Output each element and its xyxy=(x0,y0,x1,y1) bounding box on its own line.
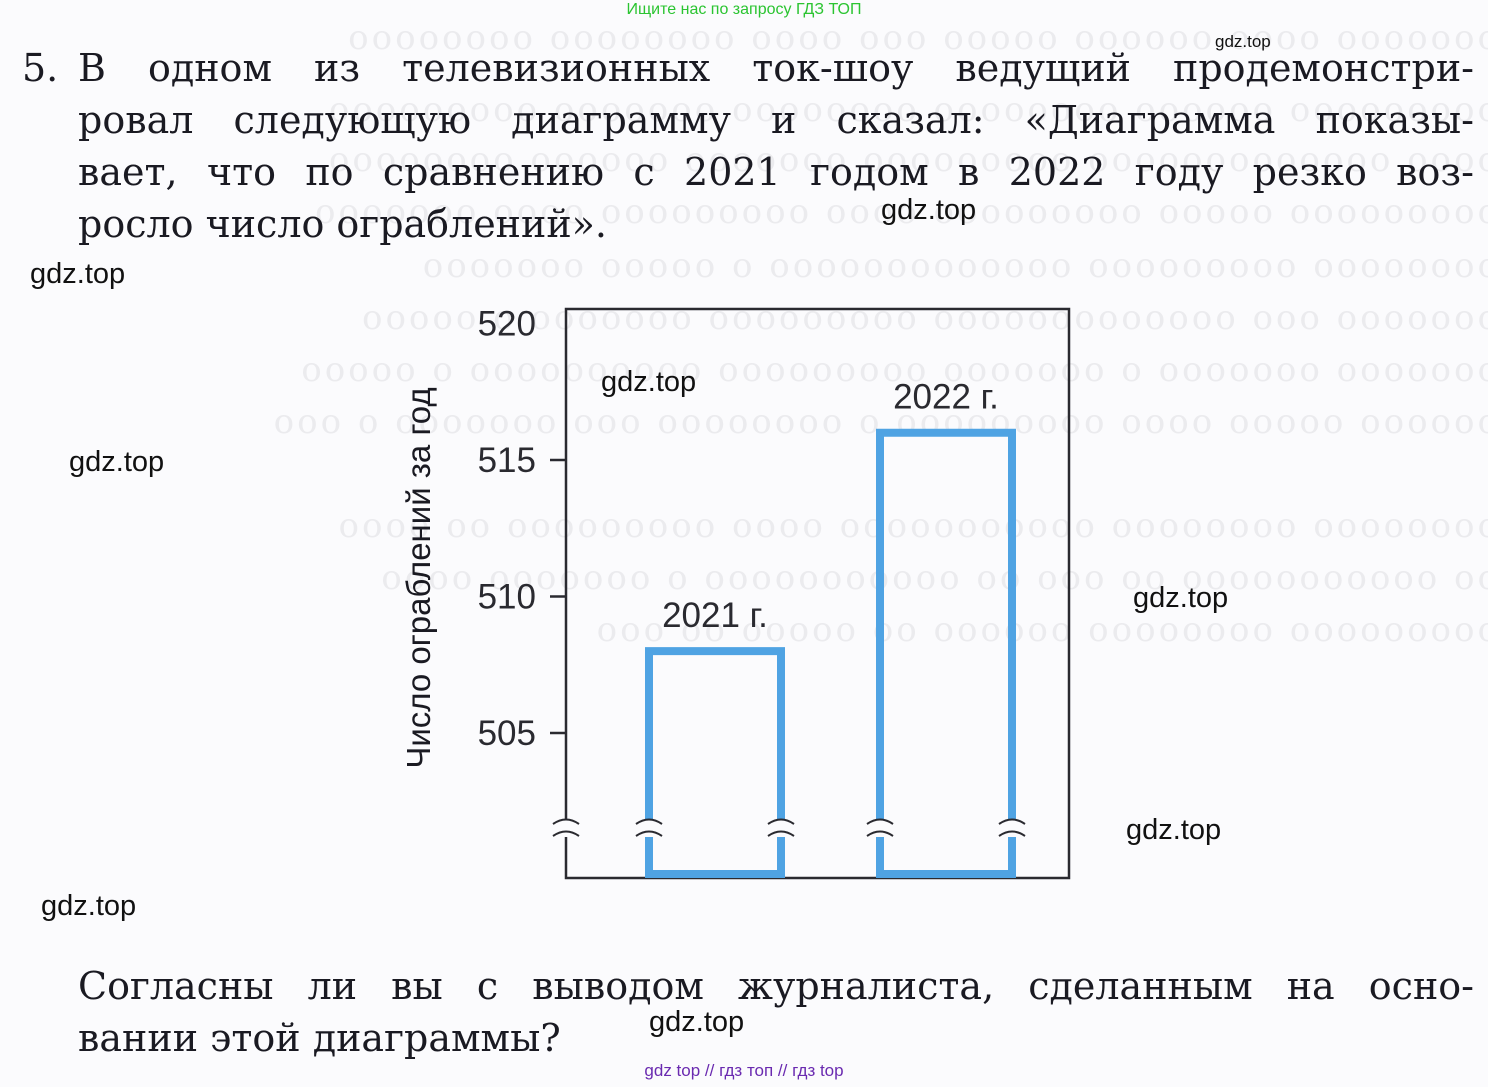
axis-break-mark xyxy=(998,830,1026,837)
y-tick-label-520: 520 xyxy=(478,305,536,344)
watermark: gdz.top xyxy=(69,446,165,478)
problem-text-line: вает, что по сравнению с 2021 годом в 20… xyxy=(78,150,1474,194)
question-text-line: вании этой диаграммы? xyxy=(78,1016,561,1060)
watermark: gdz.top xyxy=(1126,814,1222,846)
y-axis-label: Число ограблений за год xyxy=(400,387,437,769)
axis-break-mark xyxy=(635,818,663,825)
axis-break-mark xyxy=(866,818,894,825)
y-tick-label-515: 515 xyxy=(478,441,536,480)
watermark: gdz.top xyxy=(1215,32,1271,51)
question-text-line: Согласны ли вы с выводом журналиста, сде… xyxy=(78,964,1474,1008)
header-search-link[interactable]: Ищите нас по запросу ГДЗ ТОП xyxy=(626,1,862,18)
axis-break-mark xyxy=(866,830,894,837)
watermark: gdz.top xyxy=(1133,582,1229,614)
axis-break-mark xyxy=(767,830,795,837)
problem-text-line: росло число ограблений». xyxy=(78,202,607,246)
problem-number: 5. xyxy=(22,46,59,90)
watermark: gdz.top xyxy=(601,366,697,398)
axis-break-mark xyxy=(998,818,1026,825)
axis-break-mark xyxy=(552,830,580,837)
bar-1 xyxy=(876,428,1016,878)
watermark: gdz.top xyxy=(881,194,977,226)
footer-links[interactable]: gdz top // гдз топ // гдз top xyxy=(644,1061,844,1080)
axis-break-mark xyxy=(767,818,795,825)
y-tick-label-510: 510 xyxy=(478,578,536,617)
axis-break-mark xyxy=(552,818,580,825)
watermark: gdz.top xyxy=(30,258,126,290)
plot-frame xyxy=(564,307,1071,880)
axis-break-mark xyxy=(635,830,663,837)
bar-label-0: 2021 г. xyxy=(662,596,768,635)
y-tick-label-505: 505 xyxy=(478,714,536,753)
bar-label-1: 2022 г. xyxy=(893,378,999,417)
bar-0 xyxy=(645,647,785,878)
watermark: gdz.top xyxy=(41,890,137,922)
problem-text-line: В одном из телевизионных ток-шоу ведущий… xyxy=(78,46,1474,90)
problem-text-line: ровал следующую диаграмму и сказал: «Диа… xyxy=(78,98,1474,142)
watermark: gdz.top xyxy=(649,1006,745,1038)
